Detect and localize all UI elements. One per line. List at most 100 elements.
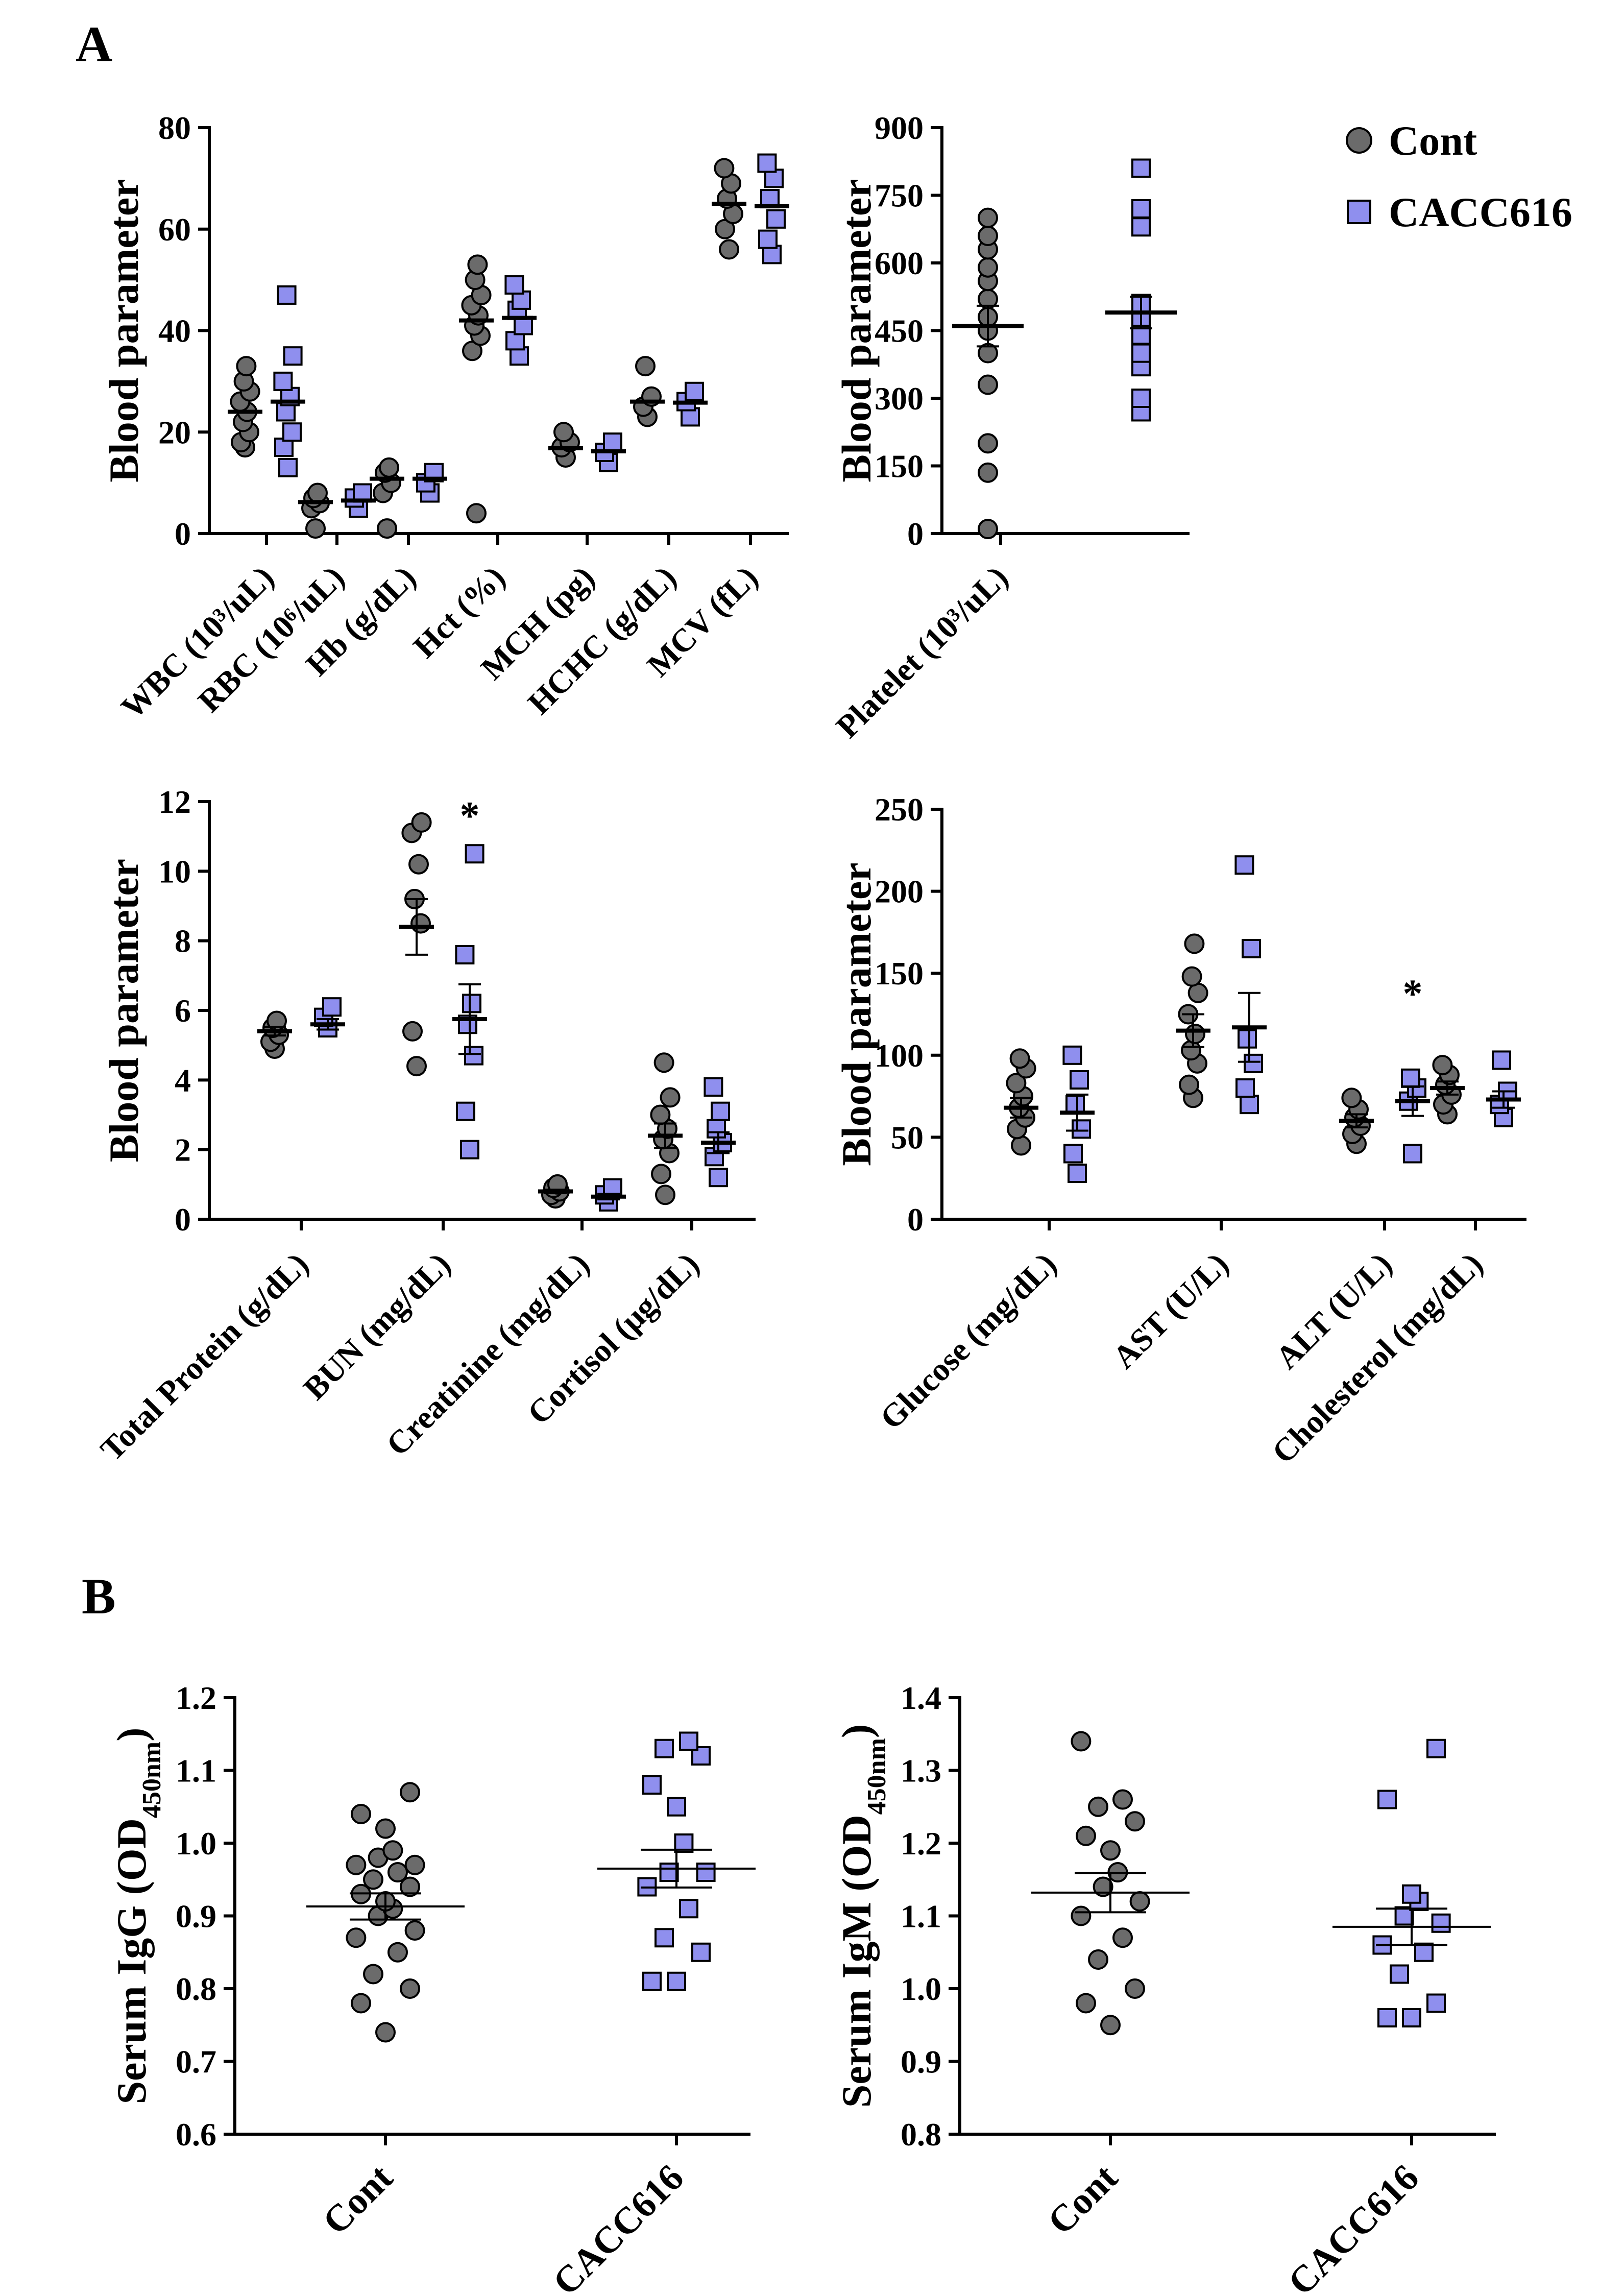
data-point-cont bbox=[1112, 1927, 1133, 1948]
y-axis-label-main: Blood parameter bbox=[833, 179, 880, 482]
data-point-cacc616 bbox=[1402, 1884, 1421, 1904]
data-point-cont bbox=[1006, 1073, 1027, 1094]
data-point-cacc616 bbox=[1403, 1144, 1422, 1164]
data-point-cacc616 bbox=[1131, 389, 1151, 408]
panel-label-a: A bbox=[76, 16, 112, 73]
data-point-cont bbox=[653, 1052, 674, 1073]
data-point-cont bbox=[719, 239, 739, 260]
data-point-cacc616 bbox=[1240, 1095, 1259, 1115]
y-tick-label: 600 bbox=[875, 245, 924, 281]
data-point-cont bbox=[1125, 1811, 1145, 1832]
y-tick-label: 1.0 bbox=[176, 1825, 216, 1862]
legend-cont-marker bbox=[1346, 127, 1372, 154]
data-point-cont bbox=[236, 356, 257, 377]
y-tick-label: 900 bbox=[875, 110, 924, 146]
data-point-cacc616 bbox=[691, 1942, 711, 1962]
data-point-cont bbox=[978, 226, 998, 246]
y-axis-label-sub: 450nm bbox=[862, 1738, 891, 1815]
data-point-cacc616 bbox=[711, 1101, 730, 1121]
y-tick-label: 1.2 bbox=[176, 1680, 216, 1716]
data-point-cont bbox=[466, 503, 487, 524]
data-point-cacc616 bbox=[1238, 1029, 1257, 1049]
data-point-cacc616 bbox=[283, 346, 303, 366]
data-point-cont bbox=[1076, 1825, 1096, 1846]
data-point-cont bbox=[307, 482, 328, 503]
data-point-cont bbox=[655, 1185, 675, 1205]
data-point-cacc616 bbox=[758, 229, 778, 249]
data-point-cacc616 bbox=[1068, 1164, 1087, 1183]
data-point-cont bbox=[1184, 933, 1205, 954]
y-tick-label: 20 bbox=[158, 414, 191, 450]
data-point-cacc616 bbox=[709, 1168, 728, 1188]
chart-platelet: 0 150 300 450 600 750 900 Blood parameter Platel… bbox=[829, 110, 1190, 745]
data-point-cacc616 bbox=[642, 1775, 662, 1795]
data-point-cont bbox=[404, 1920, 425, 1941]
data-point-cont bbox=[305, 518, 326, 539]
x-category-label: Platelet (10³/uL) bbox=[829, 559, 1015, 745]
data-point-cont bbox=[1181, 1040, 1201, 1061]
y-tick-label: 0 bbox=[175, 516, 191, 552]
data-point-cacc616 bbox=[1244, 1053, 1263, 1073]
y-tick-label: 10 bbox=[158, 853, 191, 889]
y-tick-label: 0 bbox=[907, 516, 924, 552]
chart-chem2: 0 50 100 150 200 250 Blood parameter Glucose (m… bbox=[833, 791, 1526, 1470]
data-point-cacc616 bbox=[1426, 1738, 1446, 1758]
y-axis-label-main: Blood parameter bbox=[101, 859, 147, 1162]
y-tick-label: 60 bbox=[158, 211, 191, 248]
data-point-cont bbox=[382, 1840, 403, 1861]
chart-igg: 0.6 0.7 0.8 0.9 1.0 1.1 1.2 Serum IgG (OD450nm)… bbox=[108, 1680, 756, 2295]
data-point-cont bbox=[1071, 1731, 1092, 1752]
y-tick-label: 1.3 bbox=[901, 1753, 941, 1789]
data-point-cacc616 bbox=[322, 997, 342, 1017]
data-point-cacc616 bbox=[659, 1863, 679, 1882]
data-point-cont bbox=[363, 1869, 383, 1890]
chart-igm: 0.8 0.9 1.0 1.1 1.2 1.3 1.4 Serum IgM (OD450nm)… bbox=[833, 1680, 1496, 2295]
data-point-cont bbox=[660, 1087, 681, 1108]
data-point-cont bbox=[1432, 1055, 1453, 1076]
y-tick-label: 1.0 bbox=[901, 1971, 941, 2007]
y-tick-label: 1.1 bbox=[176, 1753, 216, 1789]
y-tick-label: 150 bbox=[875, 448, 924, 485]
data-point-cont bbox=[375, 1818, 396, 1839]
data-point-cont bbox=[635, 356, 656, 377]
data-point-cacc616 bbox=[1065, 1095, 1085, 1115]
data-point-cont bbox=[387, 1862, 408, 1882]
data-point-cacc616 bbox=[766, 209, 786, 229]
y-tick-label: 0 bbox=[175, 1201, 191, 1238]
data-point-cacc616 bbox=[504, 275, 524, 295]
data-point-cont bbox=[404, 1854, 425, 1875]
y-axis-label: Serum IgM (OD450nm) bbox=[833, 1724, 891, 2108]
y-axis-label: Blood parameter bbox=[833, 179, 880, 482]
legend: Cont CACC616 bbox=[1346, 117, 1572, 235]
data-point-cacc616 bbox=[465, 844, 484, 864]
data-point-cacc616 bbox=[1072, 1119, 1091, 1139]
y-tick-label: 50 bbox=[891, 1119, 924, 1155]
data-point-cont bbox=[1011, 1135, 1031, 1156]
y-tick-label: 750 bbox=[875, 178, 924, 214]
data-point-cacc616 bbox=[642, 1971, 662, 1991]
y-axis-label: Blood parameter bbox=[833, 862, 880, 1166]
x-category-label: Total Protein (g/dL) bbox=[93, 1246, 316, 1468]
y-axis-label-main: Blood parameter bbox=[833, 862, 880, 1166]
data-point-cont bbox=[400, 1978, 420, 1999]
data-point-cacc616 bbox=[273, 371, 293, 391]
data-point-cacc616 bbox=[456, 1101, 475, 1121]
data-point-cacc616 bbox=[462, 994, 481, 1013]
data-point-cont bbox=[402, 1021, 423, 1042]
data-point-cacc616 bbox=[1131, 158, 1151, 178]
y-tick-label: 200 bbox=[875, 874, 924, 910]
y-tick-label: 1.4 bbox=[901, 1680, 941, 1716]
data-point-cont bbox=[1125, 1978, 1145, 1999]
data-point-cont bbox=[346, 1927, 367, 1948]
data-point-cont bbox=[1179, 1074, 1199, 1095]
data-point-cacc616 bbox=[1063, 1144, 1083, 1164]
data-point-cacc616 bbox=[1390, 1964, 1409, 1984]
data-point-cacc616 bbox=[1414, 1942, 1434, 1962]
data-point-cont bbox=[379, 457, 399, 478]
data-point-cont bbox=[387, 1942, 408, 1963]
y-tick-label: 0.9 bbox=[176, 1898, 216, 1935]
data-point-cacc616 bbox=[455, 945, 475, 964]
data-point-cont bbox=[408, 854, 429, 875]
